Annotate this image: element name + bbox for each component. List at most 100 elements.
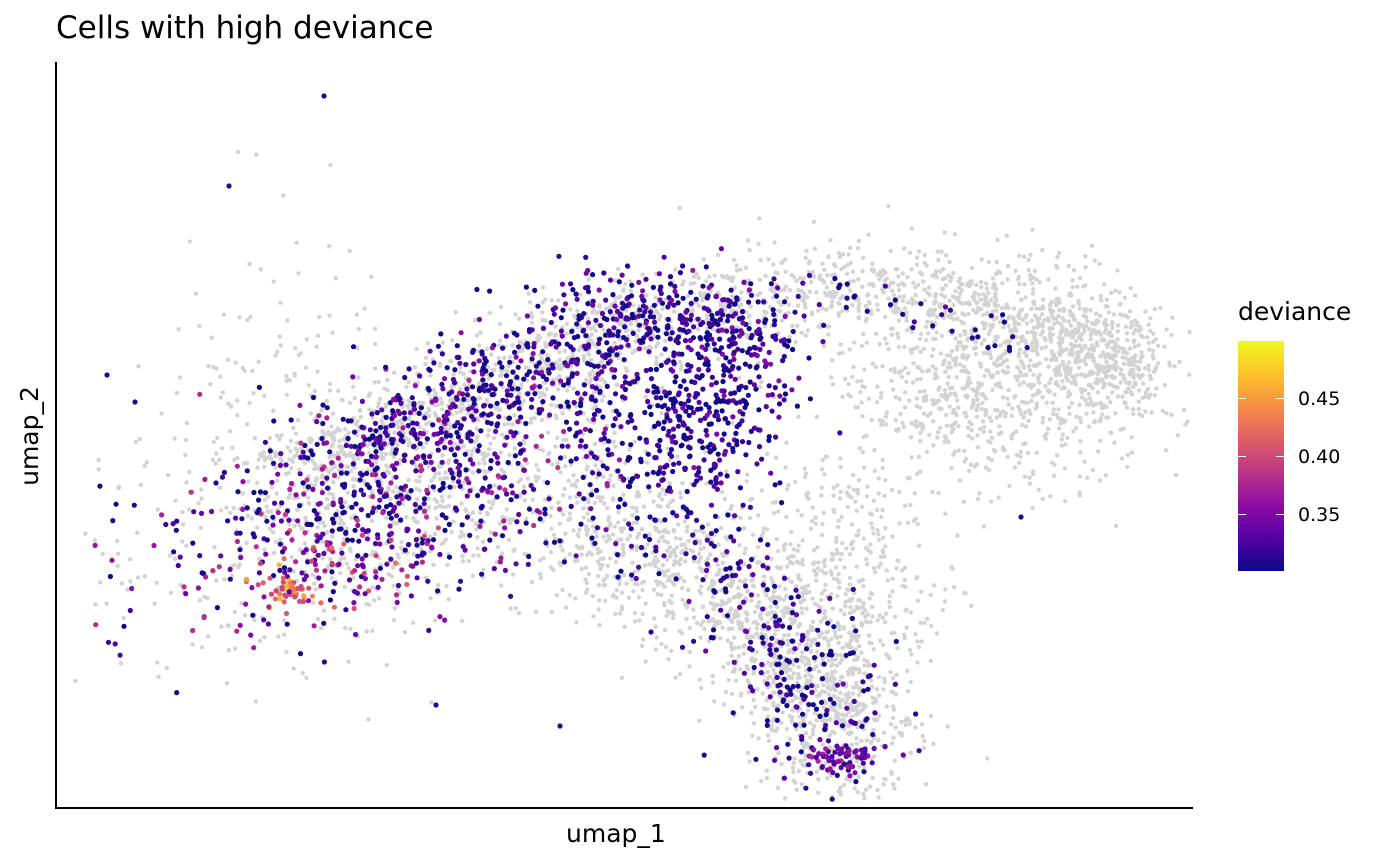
background-cell xyxy=(962,410,967,416)
background-cell xyxy=(943,587,948,592)
background-cell xyxy=(438,464,444,469)
background-cell xyxy=(832,262,837,267)
background-cell xyxy=(673,536,679,541)
background-cell xyxy=(447,422,452,427)
background-cell xyxy=(507,452,512,458)
background-cell xyxy=(656,317,662,322)
background-cell xyxy=(866,232,871,237)
background-cell xyxy=(1047,325,1052,331)
background-cell xyxy=(560,411,565,416)
background-cell xyxy=(810,505,815,510)
background-cell xyxy=(1100,336,1105,342)
background-cell xyxy=(911,298,916,304)
background-cell xyxy=(826,332,831,337)
background-cell xyxy=(446,596,451,602)
background-cell xyxy=(984,286,990,291)
background-cell xyxy=(1040,420,1045,425)
background-cell xyxy=(590,369,595,374)
background-cell xyxy=(591,614,596,619)
background-cell xyxy=(654,635,659,640)
background-cell xyxy=(915,598,921,603)
background-cell xyxy=(445,562,450,568)
background-cell xyxy=(256,556,262,562)
background-cell xyxy=(826,643,831,648)
background-cell xyxy=(986,290,991,296)
background-cell xyxy=(1055,383,1061,388)
background-cell xyxy=(945,724,950,729)
background-cell xyxy=(751,697,756,703)
background-cell xyxy=(827,745,833,750)
background-cell xyxy=(1078,450,1083,455)
background-cell xyxy=(460,559,466,564)
background-cell xyxy=(486,428,492,433)
background-cell xyxy=(220,390,226,395)
background-cell xyxy=(1151,331,1156,336)
background-cell xyxy=(798,599,803,604)
background-cell xyxy=(830,729,835,734)
background-cell xyxy=(682,519,687,524)
background-cell xyxy=(790,323,795,329)
background-cell xyxy=(555,460,560,466)
background-cell xyxy=(1087,346,1093,352)
background-cell xyxy=(907,721,912,727)
background-cell xyxy=(801,276,806,281)
background-cell xyxy=(861,583,866,589)
background-cell xyxy=(566,355,571,361)
background-cell xyxy=(1097,313,1103,318)
background-cell xyxy=(738,267,743,272)
background-cell xyxy=(696,275,701,280)
background-cell xyxy=(746,690,751,695)
background-cell xyxy=(868,740,874,746)
background-cell xyxy=(534,462,539,468)
background-cell xyxy=(848,542,854,547)
background-cell xyxy=(870,361,875,366)
background-cell xyxy=(427,413,432,418)
background-cell xyxy=(918,405,923,410)
background-cell xyxy=(986,301,991,306)
background-cell xyxy=(329,424,334,429)
background-cell xyxy=(780,609,785,614)
background-cell xyxy=(876,713,882,718)
background-cell xyxy=(854,741,859,746)
background-cell xyxy=(991,373,996,378)
background-cell xyxy=(1016,312,1021,318)
background-cell xyxy=(482,461,487,466)
background-cell xyxy=(226,401,231,406)
background-cell xyxy=(426,496,431,501)
background-cell xyxy=(771,511,777,516)
background-cell xyxy=(1034,277,1039,282)
background-cell xyxy=(931,443,936,448)
background-cell xyxy=(590,524,596,529)
background-cell xyxy=(315,616,321,622)
background-cell xyxy=(1049,460,1055,465)
background-cell xyxy=(592,500,597,506)
background-cell xyxy=(745,666,751,672)
background-cell xyxy=(451,519,456,524)
background-cell xyxy=(304,337,309,342)
background-cell xyxy=(1113,411,1118,416)
background-cell xyxy=(844,546,849,551)
background-cell xyxy=(686,538,691,544)
background-cell xyxy=(767,611,772,616)
background-cell xyxy=(805,678,810,683)
background-cell xyxy=(557,560,562,565)
background-cell xyxy=(601,394,606,399)
background-cell xyxy=(789,272,794,278)
background-cell xyxy=(822,472,827,477)
background-cell xyxy=(701,530,706,535)
background-cell xyxy=(246,479,251,484)
background-cell xyxy=(1042,433,1048,438)
background-cell xyxy=(986,331,991,336)
background-cell xyxy=(721,702,727,707)
background-cell xyxy=(861,791,866,796)
background-cell xyxy=(958,333,963,338)
background-cell xyxy=(540,366,546,371)
background-cell xyxy=(548,550,554,555)
background-cell xyxy=(330,492,335,497)
background-cell xyxy=(944,423,950,428)
background-cell xyxy=(799,594,805,599)
background-cell xyxy=(1024,312,1029,318)
background-cell xyxy=(974,300,980,306)
background-cell xyxy=(1069,400,1075,406)
background-cell xyxy=(883,544,888,549)
